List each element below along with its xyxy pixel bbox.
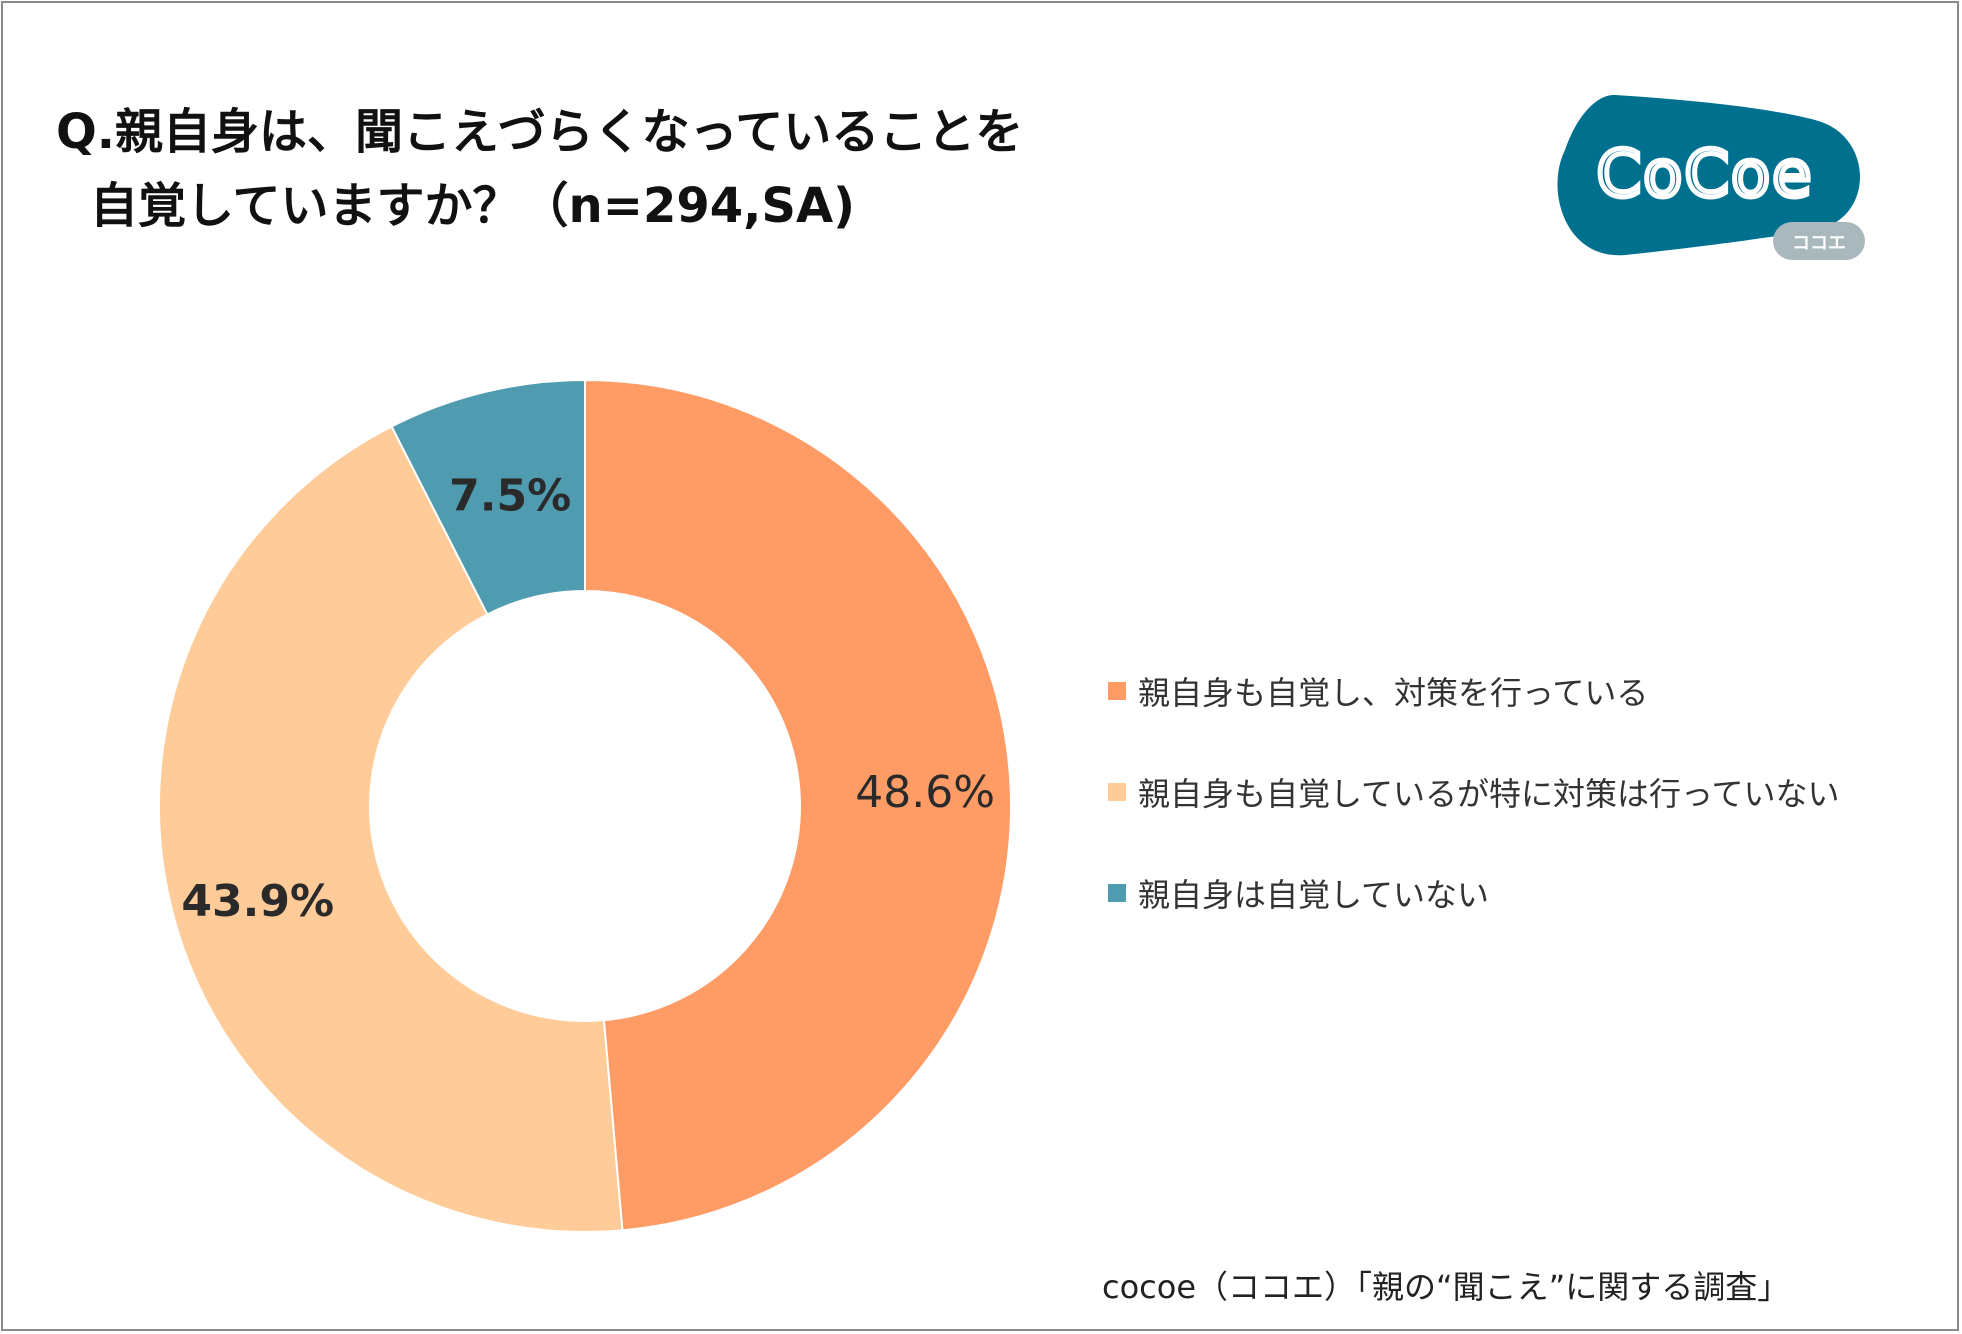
- legend-label: 親自身も自覚し、対策を行っている: [1138, 673, 1649, 712]
- chart-title: Q.親自身は、聞こえづらくなっていることを 自覚していますか？（n=294,SA…: [56, 95, 1023, 243]
- data-label: 7.5%: [449, 470, 571, 521]
- svg-text:ココエ: ココエ: [1792, 233, 1846, 254]
- title-line-2: 自覚していますか？（n=294,SA): [90, 178, 856, 234]
- legend-swatch: [1108, 883, 1126, 902]
- donut-slice: [158, 425, 624, 1233]
- svg-text:CoCoe: CoCoe: [1596, 138, 1813, 212]
- legend-label: 親自身は自覚していない: [1138, 875, 1490, 914]
- logo-badge: [1557, 94, 1860, 256]
- legend: 親自身も自覚し、対策を行っている 親自身も自覚しているが特に対策は行っていない …: [1108, 640, 1839, 943]
- source-note: cocoe（ココエ）「親の“聞こえ”に関する調査」: [1102, 1268, 1790, 1306]
- data-label: 48.6%: [855, 767, 995, 818]
- legend-label: 親自身も自覚しているが特に対策は行っていない: [1138, 774, 1840, 813]
- donut-slice: [390, 378, 586, 616]
- donut-slice: [584, 378, 1012, 1232]
- legend-item: 親自身も自覚しているが特に対策は行っていない: [1108, 741, 1839, 842]
- legend-item: 親自身は自覚していない: [1108, 842, 1839, 943]
- legend-item: 親自身も自覚し、対策を行っている: [1108, 640, 1839, 741]
- cocoe-logo: CoCoe ココエ: [1557, 94, 1865, 260]
- legend-swatch: [1108, 681, 1126, 700]
- data-label: 43.9%: [181, 876, 334, 927]
- title-line-1: Q.親自身は、聞こえづらくなっていることを: [56, 104, 1024, 160]
- legend-swatch: [1108, 782, 1126, 801]
